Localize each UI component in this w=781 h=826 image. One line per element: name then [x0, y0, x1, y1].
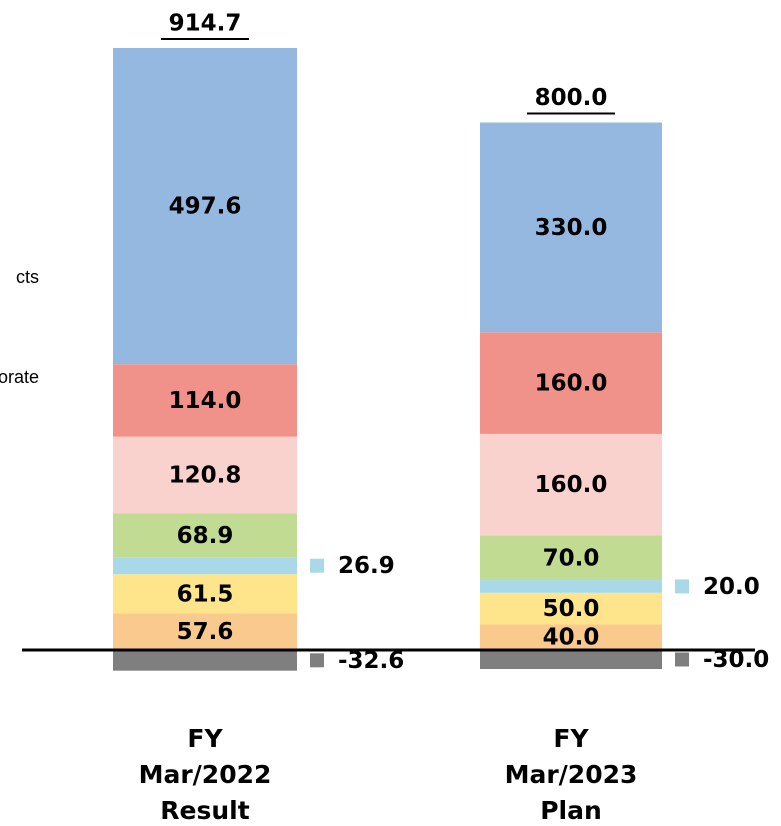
data-label: 330.0: [535, 215, 608, 241]
bar-segment: [480, 649, 662, 670]
bar-segment: [480, 592, 662, 625]
bar-segment: [480, 624, 662, 650]
category-line: Result: [160, 796, 249, 825]
data-label: 160.0: [535, 472, 608, 498]
category-label: FY Mar/2023 Plan: [505, 724, 638, 825]
data-label: 68.9: [177, 523, 234, 549]
label-marker: [310, 653, 324, 668]
label-marker: [675, 652, 689, 667]
bar-segment: [113, 574, 297, 614]
bar-segment: [113, 436, 297, 514]
bar-segment: [480, 433, 662, 536]
category-line: Mar/2023: [505, 760, 638, 789]
bar-segment: [480, 535, 662, 581]
data-label: 26.9: [338, 553, 395, 579]
bar-segment: [113, 47, 297, 365]
data-label: 497.6: [169, 194, 242, 220]
data-label: 20.0: [703, 574, 760, 600]
data-label: 120.8: [169, 463, 242, 489]
label-marker: [310, 558, 324, 573]
bar-segment: [113, 557, 297, 575]
bar-segment: [480, 580, 662, 593]
data-label: 61.5: [177, 581, 234, 607]
legend-label: cts: [16, 267, 39, 287]
legend-label: orate: [0, 367, 39, 387]
data-label: 160.0: [535, 371, 608, 397]
data-label: -32.6: [338, 648, 404, 674]
category-line: FY: [553, 724, 589, 753]
data-label: 114.0: [169, 388, 242, 414]
bar-segment: [113, 364, 297, 437]
bar-segment: [480, 332, 662, 434]
bar-segment: [113, 513, 297, 558]
category-line: Mar/2022: [139, 760, 272, 789]
total-label: 914.7: [169, 10, 242, 36]
bar-segment: [480, 122, 662, 333]
bar-segment: [113, 613, 297, 650]
category-line: FY: [187, 724, 223, 753]
label-marker: [675, 579, 689, 594]
data-label: 40.0: [543, 625, 600, 651]
bar-segment: [113, 649, 297, 671]
total-label: 800.0: [535, 85, 608, 111]
category-line: Plan: [540, 796, 602, 825]
data-label: 70.0: [543, 545, 600, 571]
data-label: 50.0: [543, 596, 600, 622]
data-label: 57.6: [177, 619, 234, 645]
category-label: FY Mar/2022 Result: [139, 724, 272, 825]
